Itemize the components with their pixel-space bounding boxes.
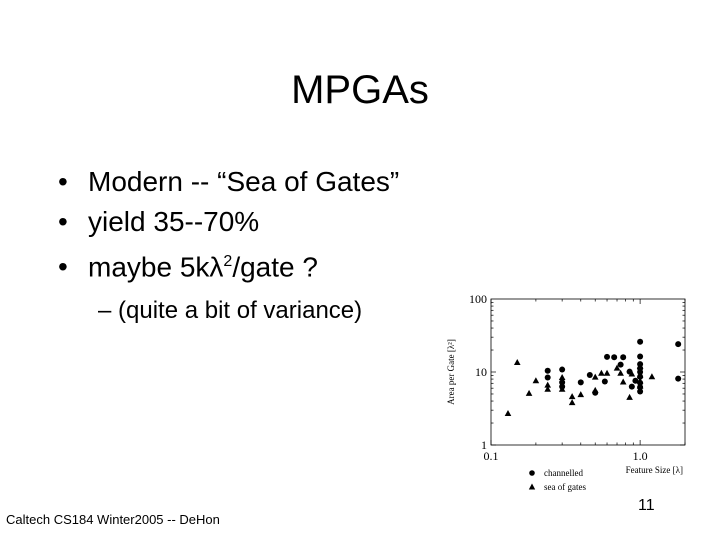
bullet-dot-icon: • (58, 166, 68, 197)
sea-of-gates-point (568, 393, 576, 400)
legend-triangle-icon (528, 483, 536, 490)
page-number: 11 (638, 497, 655, 514)
channelled-point (617, 361, 624, 368)
legend-label: channelled (544, 468, 583, 478)
sea-of-gates-point (628, 370, 636, 377)
sea-of-gates-point (636, 377, 644, 384)
bullet-text-superscript: 2 (223, 253, 233, 270)
x-axis-label: Feature Size [λ] (626, 465, 683, 475)
sea-of-gates-point (613, 364, 621, 371)
sea-of-gates-point (636, 371, 644, 378)
y-tick-label: 10 (475, 365, 487, 379)
channelled-point (577, 379, 584, 386)
bullet-text-post: /gate ? (232, 251, 318, 283)
sea-of-gates-point (532, 377, 540, 384)
x-tick-label: 0.1 (484, 449, 499, 463)
sea-of-gates-point (577, 391, 585, 398)
channelled-point (559, 366, 566, 373)
sea-of-gates-point (648, 373, 656, 380)
sub-bullet: – (quite a bit of variance) (98, 297, 363, 324)
channelled-point (586, 371, 593, 378)
sea-of-gates-point (603, 369, 611, 376)
channelled-point (620, 354, 627, 361)
sea-of-gates-point (636, 382, 644, 389)
chart-marks (504, 338, 682, 417)
sea-of-gates-point (558, 385, 566, 392)
bullet-item: • maybe 5kλ2/gate ? (58, 242, 399, 287)
channelled-point (611, 354, 618, 361)
slide-title-text: MPGAs (291, 68, 429, 112)
y-tick-label: 1 (481, 438, 487, 452)
footer-text: Caltech CS184 Winter2005 -- DeHon (6, 512, 220, 527)
channelled-point (628, 383, 635, 390)
plot-frame (490, 298, 686, 446)
sea-of-gates-point (591, 373, 599, 380)
sea-of-gates-point (525, 389, 533, 396)
channelled-point (675, 341, 682, 348)
sea-of-gates-point (598, 369, 605, 376)
scatter-chart: 100 10 10.1 1.0 Area per Gate [λ²] Feature Si… (446, 292, 686, 492)
sea-of-gates-point (544, 385, 551, 392)
channelled-point (544, 374, 551, 381)
bullet-list: • Modern -- “Sea of Gates” • yield 35--70%… (58, 162, 399, 287)
channelled-point (559, 379, 566, 386)
legend-circle-icon (529, 470, 535, 476)
sea-of-gates-point (504, 410, 512, 417)
channelled-point (601, 378, 608, 385)
y-tick-label: 100 (469, 292, 487, 306)
channelled-point (637, 338, 644, 345)
sea-of-gates-point (568, 399, 576, 406)
bullet-item: • Modern -- “Sea of Gates” (58, 162, 399, 202)
sea-of-gates-point (591, 386, 599, 393)
sea-of-gates-point (558, 374, 566, 381)
bullet-item: • yield 35--70% (58, 202, 399, 242)
sea-of-gates-point (617, 369, 624, 376)
channelled-point (604, 353, 611, 360)
sea-of-gates-point (619, 378, 627, 385)
channelled-point (632, 377, 639, 384)
bullet-text: yield 35--70% (88, 206, 260, 237)
chart-legend: channelled sea of gates (528, 468, 586, 492)
bullet-dot-icon: • (58, 251, 68, 283)
sea-of-gates-point (636, 362, 644, 369)
bullet-text-pre: maybe 5kλ (88, 251, 224, 283)
legend-label: sea of gates (544, 482, 586, 492)
y-axis-label: Area per Gate [λ²] (446, 339, 456, 405)
slide-title: MPGAs (0, 68, 720, 113)
sea-of-gates-point (626, 393, 633, 400)
channelled-point (675, 375, 682, 382)
channelled-point (544, 367, 551, 374)
bullet-text: Modern -- “Sea of Gates” (88, 166, 400, 197)
bullet-dot-icon: • (58, 206, 68, 237)
sea-of-gates-point (513, 358, 521, 365)
chart-axes: 100 10 10.1 1.0 Area per Gate [λ²] Feature Si… (446, 292, 686, 475)
sea-of-gates-point (544, 381, 551, 388)
x-tick-label: 1.0 (633, 449, 648, 463)
channelled-point (637, 388, 644, 395)
channelled-point (637, 353, 644, 360)
